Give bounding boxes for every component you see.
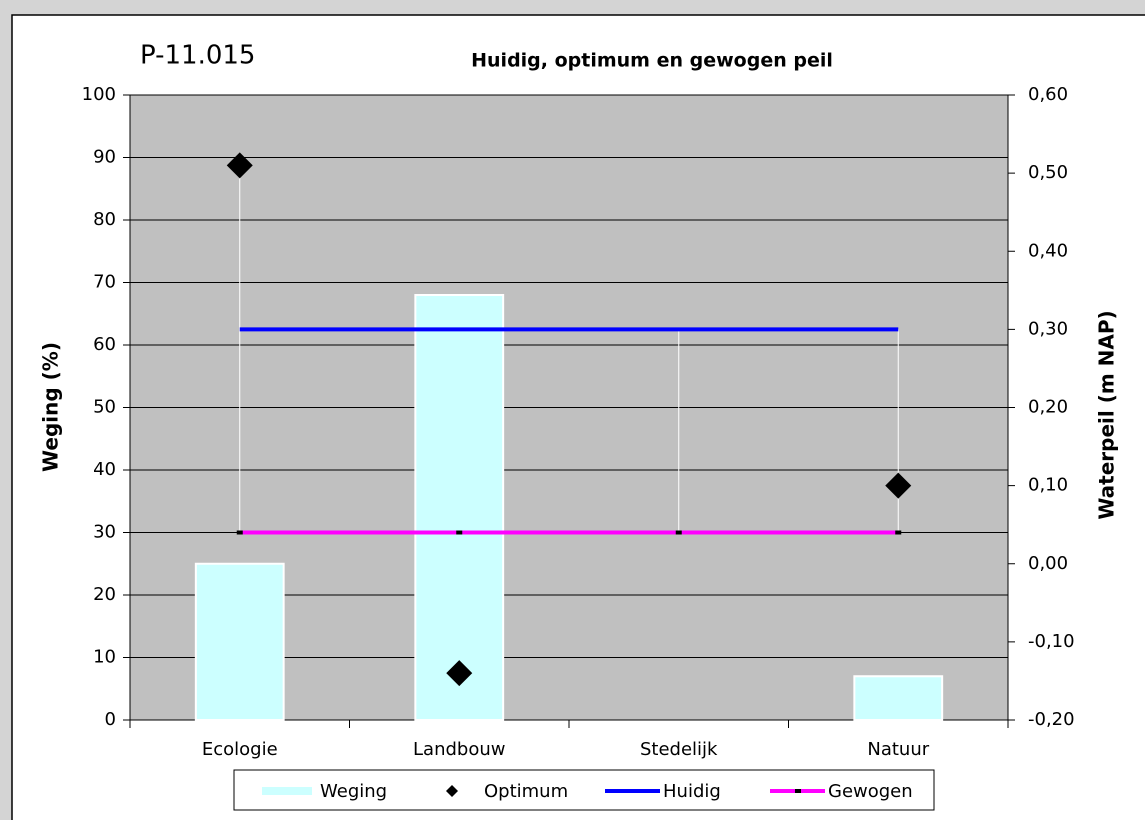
bar — [414, 294, 505, 721]
marker — [446, 660, 473, 687]
x-tick-label: Landbouw — [413, 739, 505, 760]
legend-swatch — [446, 785, 458, 797]
bar — [853, 675, 944, 721]
y-tick-label: 0 — [105, 709, 116, 730]
y-tick-label: 20 — [93, 584, 116, 605]
legend-swatch — [795, 789, 801, 793]
y-tick-label: 100 — [82, 84, 116, 105]
x-tick-label: Stedelijk — [640, 739, 718, 760]
line-marker — [895, 530, 902, 535]
y2-tick-label: 0,30 — [1028, 318, 1068, 339]
y-tick-label: 60 — [93, 334, 116, 355]
y2-tick-label: 0,50 — [1028, 162, 1068, 183]
line-marker — [236, 530, 243, 535]
legend-label: Weging — [320, 781, 387, 802]
chart-label: P-11.015 — [140, 41, 255, 71]
legend-label: Huidig — [663, 781, 721, 802]
marker — [226, 152, 253, 179]
line-marker — [675, 530, 682, 535]
y-tick-label: 90 — [93, 147, 116, 168]
y2-tick-label: 0,20 — [1028, 397, 1068, 418]
y2-axis-label: Waterpeil (m NAP) — [1095, 310, 1119, 519]
legend-swatch — [262, 787, 312, 795]
line-marker — [456, 530, 463, 535]
y-tick-label: 10 — [93, 647, 116, 668]
y-tick-label: 50 — [93, 397, 116, 418]
y-tick-label: 40 — [93, 459, 116, 480]
y-axis-label: Weging (%) — [39, 342, 63, 472]
legend-label: Gewogen — [828, 781, 913, 802]
y2-tick-label: 0,10 — [1028, 475, 1068, 496]
bar — [194, 562, 285, 721]
y2-tick-label: 0,60 — [1028, 84, 1068, 105]
y-tick-label: 70 — [93, 272, 116, 293]
marker — [885, 472, 912, 499]
y-tick-label: 30 — [93, 522, 116, 543]
y2-tick-label: -0,20 — [1028, 709, 1075, 730]
y2-tick-label: -0,10 — [1028, 631, 1075, 652]
x-tick-label: Natuur — [867, 739, 929, 760]
legend-label: Optimum — [484, 781, 568, 802]
y2-tick-label: 0,40 — [1028, 240, 1068, 261]
y2-tick-label: 0,00 — [1028, 553, 1068, 574]
x-tick-label: Ecologie — [202, 739, 278, 760]
y-tick-label: 80 — [93, 209, 116, 230]
chart-title: Huidig, optimum en gewogen peil — [471, 50, 833, 72]
